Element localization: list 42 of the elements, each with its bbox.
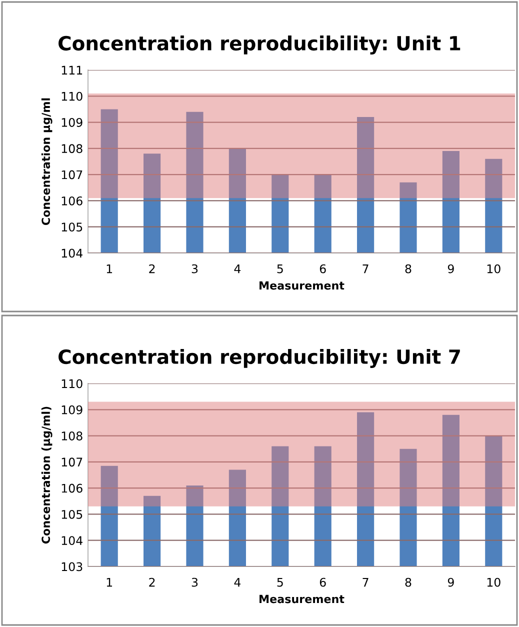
x-tick-label: 3	[192, 264, 198, 274]
x-axis-title: Measurement	[260, 594, 344, 604]
x-tick-label: 2	[149, 264, 155, 274]
x-tick-label: 10	[487, 578, 500, 587]
x-tick-label: 9	[448, 578, 454, 587]
x-tick-label: 2	[149, 578, 155, 587]
x-tick-label: 6	[320, 264, 326, 274]
y-tick-label: 110	[62, 92, 82, 101]
y-tick-label: 109	[62, 405, 82, 414]
x-tick-label: 1	[106, 264, 112, 274]
x-tick-label: 5	[277, 264, 283, 274]
y-tick-label: 104	[62, 536, 82, 546]
y-tick-label: 103	[62, 562, 82, 572]
x-tick-label: 3	[192, 578, 198, 587]
x-tick-label: 7	[362, 578, 368, 587]
x-tick-label: 8	[405, 264, 412, 274]
y-tick-label: 106	[62, 484, 82, 493]
y-tick-label: 107	[62, 458, 82, 467]
x-tick-label: 7	[362, 264, 368, 274]
y-tick-label: 111	[62, 66, 82, 74]
y-tick-label: 105	[62, 510, 82, 519]
x-tick-label: 10	[487, 264, 500, 274]
y-axis-title: Concentration (µg/ml)	[41, 406, 52, 544]
y-tick-label: 105	[62, 222, 82, 232]
x-axis-title: Measurement	[260, 281, 344, 290]
x-tick-label: 6	[320, 578, 326, 587]
chart-title: Concentration reproducibility: Unit 7	[58, 349, 460, 368]
chart-title: Concentration reproducibility: Unit 1	[58, 36, 460, 54]
x-tick-label: 4	[234, 264, 241, 274]
x-tick-label: 9	[448, 264, 454, 274]
y-tick-label: 108	[62, 144, 82, 154]
y-tick-label: 108	[62, 432, 82, 440]
x-tick-label: 8	[405, 578, 412, 587]
y-tick-label: 109	[62, 118, 82, 127]
y-tick-label: 110	[62, 379, 82, 388]
x-tick-label: 1	[106, 578, 112, 587]
y-axis-title: Concentration µg/ml	[41, 98, 52, 226]
x-tick-label: 5	[277, 578, 283, 587]
x-tick-label: 4	[234, 578, 241, 587]
y-tick-label: 104	[62, 248, 82, 258]
y-tick-label: 107	[62, 170, 82, 180]
y-tick-label: 106	[62, 196, 82, 206]
